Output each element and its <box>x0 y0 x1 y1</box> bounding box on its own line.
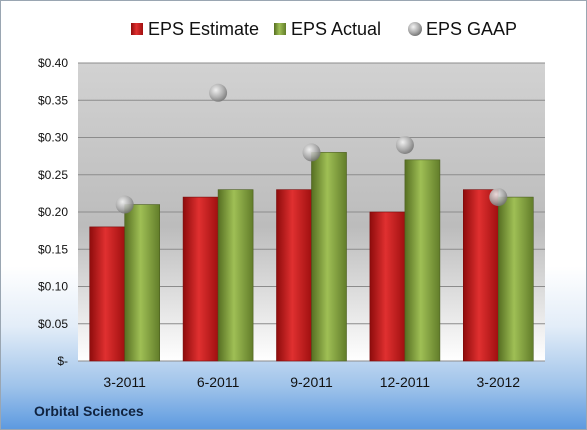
y-tick-label: $0.20 <box>38 205 68 219</box>
bar-eps-actual <box>311 152 347 362</box>
y-tick-label: $0.15 <box>38 242 68 256</box>
x-category-label: 12-2011 <box>380 374 431 390</box>
legend: EPS Estimate EPS Actual EPS GAAP <box>131 19 517 39</box>
bar-eps-estimate <box>89 226 125 362</box>
bar-eps-actual <box>217 189 254 362</box>
bar-eps-actual <box>404 159 441 362</box>
marker-eps-gaap <box>489 188 508 207</box>
bar-eps-estimate <box>182 196 219 362</box>
y-tick-label: $- <box>57 354 68 368</box>
company-name: Orbital Sciences <box>34 403 144 419</box>
x-axis-categories: 3-2011 6-2011 9-2011 12-2011 3-2012 <box>103 374 520 390</box>
y-tick-label: $0.30 <box>38 131 68 145</box>
y-axis-ticks: $- $0.05 $0.10 $0.15 $0.20 $0.25 $0.30 $0.35 $0.… <box>38 56 68 368</box>
bar-eps-estimate <box>369 211 406 362</box>
x-category-label: 3-2011 <box>103 374 146 390</box>
bar-eps-estimate <box>462 189 499 362</box>
bars <box>89 152 534 362</box>
bar-eps-estimate <box>276 189 312 362</box>
marker-eps-gaap <box>209 83 228 102</box>
legend-swatch <box>408 22 422 36</box>
y-tick-label: $0.25 <box>38 168 68 182</box>
marker-eps-gaap <box>395 135 414 154</box>
bar-eps-actual <box>124 204 160 362</box>
y-tick-label: $0.40 <box>38 56 68 70</box>
legend-label: EPS Estimate <box>148 19 259 39</box>
bar-eps-actual <box>497 196 534 362</box>
legend-label: EPS GAAP <box>426 19 517 39</box>
legend-swatch <box>131 23 143 35</box>
y-tick-label: $0.10 <box>38 280 68 294</box>
legend-swatch <box>274 23 286 35</box>
gaap-markers <box>115 83 508 214</box>
x-category-label: 3-2012 <box>477 374 521 390</box>
y-tick-label: $0.35 <box>38 93 68 107</box>
marker-eps-gaap <box>115 195 134 214</box>
marker-eps-gaap <box>302 143 321 162</box>
y-tick-label: $0.05 <box>38 317 68 331</box>
x-category-label: 6-2011 <box>197 374 240 390</box>
legend-label: EPS Actual <box>291 19 381 39</box>
x-category-label: 9-2011 <box>290 374 333 390</box>
